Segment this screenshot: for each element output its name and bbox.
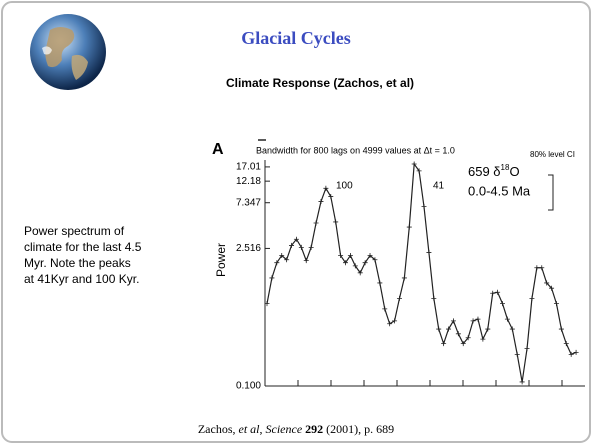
- side-text: climate for the last 4.5: [24, 240, 142, 254]
- y-tick-label: 2.516: [236, 243, 261, 254]
- series-label-part: O: [509, 164, 519, 179]
- y-tick-label: 12.18: [236, 176, 261, 187]
- citation-part: et al: [239, 422, 261, 436]
- page: Glacial Cycles Climate Response (Zachos,…: [0, 0, 592, 444]
- side-text: Power spectrum of: [24, 224, 125, 238]
- citation-part: Science: [266, 422, 303, 436]
- series-label-part: 659 δ: [468, 164, 501, 179]
- panel-label: A: [212, 141, 224, 158]
- side-text: at 41Kyr and 100 Kyr.: [24, 272, 139, 286]
- citation: Zachos, et al, Science 292 (2001), p. 68…: [198, 422, 394, 436]
- y-tick-label: 17.01: [236, 162, 261, 173]
- citation-part: (2001), p. 689: [323, 422, 394, 436]
- y-tick-label: 0.100: [236, 381, 261, 392]
- peak-label: 41: [433, 181, 445, 192]
- slide: Glacial Cycles Climate Response (Zachos,…: [0, 0, 592, 444]
- ci-label: 80% level CI: [530, 150, 575, 159]
- y-tick-label: 7.347: [236, 197, 261, 208]
- bandwidth-note: Bandwidth for 800 lags on 4999 values at…: [256, 145, 455, 155]
- range-label: 0.0-4.5 Ma: [468, 183, 531, 198]
- peak-label: 100: [336, 181, 353, 192]
- slide-title: Glacial Cycles: [241, 28, 350, 48]
- citation-part: Zachos,: [198, 422, 239, 436]
- slide-subtitle: Climate Response (Zachos, et al): [226, 76, 414, 90]
- citation-part: 292: [305, 422, 323, 436]
- y-axis-label: Power: [214, 243, 228, 277]
- globe: [30, 14, 106, 90]
- series-label: 659 δ18O: [468, 163, 520, 179]
- side-text: Myr. Note the peaks: [24, 256, 131, 270]
